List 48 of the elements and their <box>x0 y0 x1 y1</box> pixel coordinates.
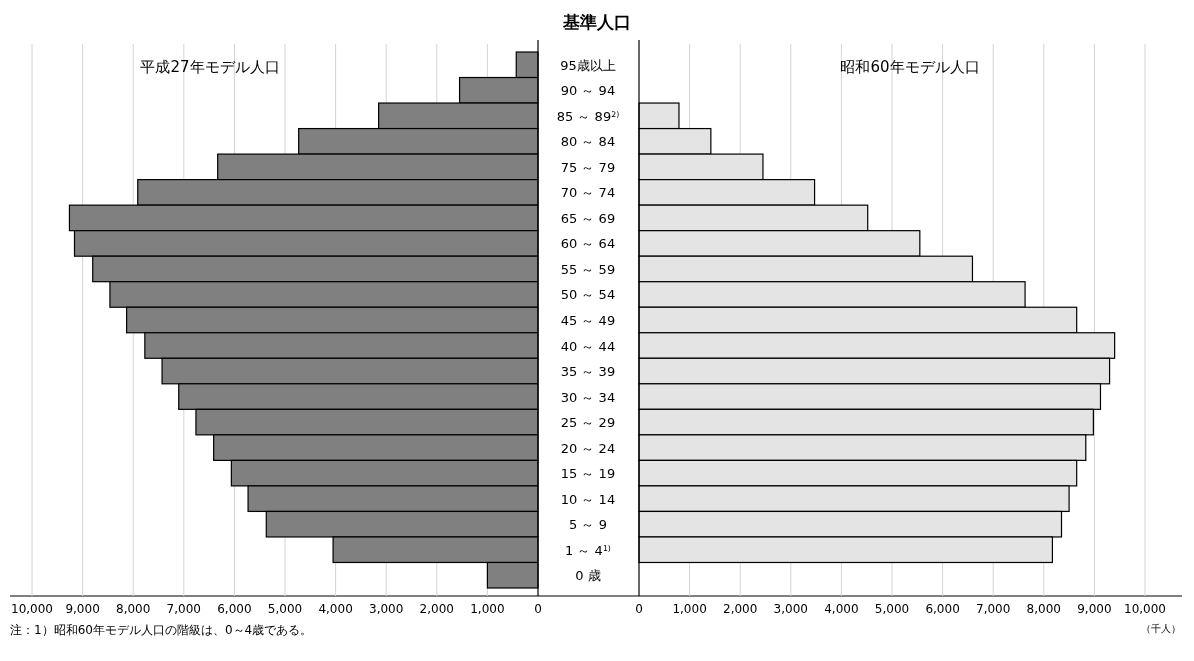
y-tick-label: 70 ～ 74 <box>560 185 616 201</box>
y-tick-label: 85 ～ 89$^{2)}$ <box>556 108 620 124</box>
y-tick-label: 10 ～ 14 <box>560 491 616 507</box>
y-tick-label: 60 ～ 64 <box>560 236 616 252</box>
y-tick-label: 55 ～ 59 <box>560 261 616 277</box>
x-tick-label: 0 <box>635 602 643 616</box>
x-tick-label: 9,000 <box>1077 602 1112 616</box>
y-tick-label: 30 ～ 34 <box>560 389 616 405</box>
text: 平成27年モデル人口 <box>140 58 280 76</box>
x-tick-label: 8,000 <box>1026 602 1061 616</box>
y-tick-label: 80 ～ 84 <box>560 134 616 150</box>
y-tick-label: 15 ～ 19 <box>560 466 616 482</box>
text: 注：1）昭和60年モデル人口の階級は、0～4歳である。 <box>10 623 313 637</box>
x-tick-label: 1,000 <box>672 602 707 616</box>
x-tick-label: 5,000 <box>874 602 910 616</box>
y-tick-label: 1 ～ 4$^{1)}$ <box>565 542 611 558</box>
x-tick-label: 4,000 <box>318 602 353 616</box>
x-tick-label: 7,000 <box>976 602 1011 616</box>
x-tick-label: 10,000 <box>1124 602 1166 616</box>
x-tick-label: 2,000 <box>723 602 758 616</box>
x-tick-label: 9,000 <box>65 602 100 616</box>
y-tick-label: 50 ～ 54 <box>560 287 616 303</box>
x-tick-label: 7,000 <box>166 602 201 616</box>
y-tick-label: 5 ～ 9 <box>569 517 607 533</box>
x-tick-label: 10,000 <box>11 602 53 616</box>
y-tick-label: 95歳以上 <box>560 57 616 73</box>
x-tick-label: 3,000 <box>773 602 808 616</box>
x-tick-label: 1,000 <box>470 602 505 616</box>
y-tick-label: 25 ～ 29 <box>560 415 616 431</box>
y-tick-label: 20 ～ 24 <box>560 440 616 456</box>
y-tick-label: 40 ～ 44 <box>560 338 616 354</box>
y-tick-label: 65 ～ 69 <box>560 210 616 226</box>
y-tick-label: 45 ～ 49 <box>560 313 616 328</box>
x-tick-label: 8,000 <box>116 602 151 616</box>
x-tick-label: 6,000 <box>925 602 960 616</box>
text: 昭和60年モデル人口 <box>840 58 980 76</box>
x-axis-title: （千人） <box>1141 623 1181 634</box>
y-tick-label: 90 ～ 94 <box>560 83 616 99</box>
x-tick-label: 0 <box>534 602 542 616</box>
x-tick-label: 3,000 <box>369 602 404 616</box>
y-tick-label: 75 ～ 79 <box>560 159 616 175</box>
text: 基準人口 <box>562 12 631 32</box>
x-tick-label: 4,000 <box>824 602 859 616</box>
y-tick-label: 35 ～ 39 <box>560 364 616 380</box>
x-tick-label: 6,000 <box>217 602 252 616</box>
x-tick-label: 5,000 <box>267 602 303 616</box>
y-tick-label: 0 歳 <box>575 568 601 584</box>
x-tick-label: 2,000 <box>419 602 454 616</box>
